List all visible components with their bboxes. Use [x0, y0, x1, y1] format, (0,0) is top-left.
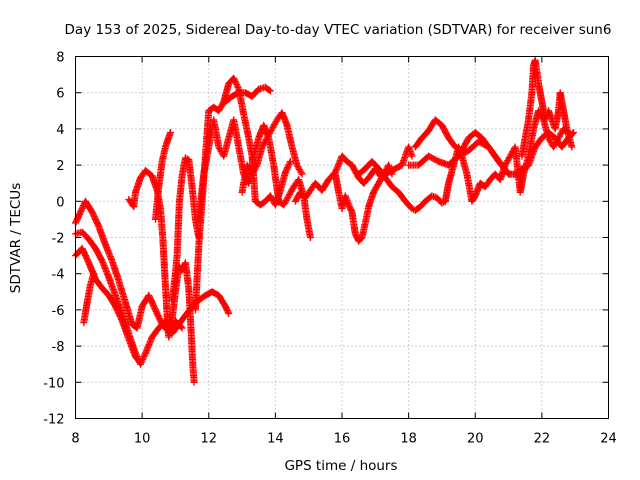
series-track-6	[152, 129, 174, 223]
y-tick-label: 0	[56, 195, 64, 210]
x-tick-label: 10	[134, 432, 151, 447]
x-tick-label: 12	[200, 432, 217, 447]
chart-title: Day 153 of 2025, Sidereal Day-to-day VTE…	[65, 22, 612, 38]
y-tick-label: 6	[56, 87, 64, 102]
data-marker-cluster	[238, 109, 306, 196]
series-track-10	[221, 83, 274, 106]
data-marker-cluster	[125, 167, 198, 386]
y-axis-label: SDTVAR / TECUs	[8, 183, 24, 293]
data-marker-cluster	[518, 56, 576, 160]
y-tick-label: -10	[43, 376, 64, 391]
x-tick-label: 24	[600, 432, 617, 447]
data-marker-cluster	[221, 83, 274, 106]
y-tick-label: 2	[56, 159, 64, 174]
x-tick-label: 8	[71, 432, 79, 447]
y-tick-label: 4	[56, 123, 64, 138]
x-tick-label: 14	[267, 432, 284, 447]
data-marker-cluster	[441, 107, 572, 205]
series-track-17	[441, 107, 572, 205]
x-axis-label: GPS time / hours	[284, 458, 397, 474]
x-tick-label: 22	[534, 432, 551, 447]
data-marker-cluster	[80, 270, 98, 327]
series-track-11	[238, 109, 306, 196]
y-tick-label: -8	[52, 340, 65, 355]
x-tick-label: 18	[400, 432, 417, 447]
data-marker-cluster	[355, 158, 449, 214]
data-marker-cluster	[168, 154, 203, 305]
data-marker-cluster	[152, 129, 174, 223]
series-track-5	[125, 167, 198, 386]
x-tick-label: 16	[334, 432, 351, 447]
y-tick-label: -12	[43, 413, 64, 428]
series-track-4	[80, 270, 98, 327]
x-tick-label: 20	[467, 432, 484, 447]
y-tick-label: 8	[56, 51, 64, 66]
series-track-14	[355, 158, 449, 214]
series-track-18	[518, 56, 576, 160]
y-tick-label: -2	[52, 232, 65, 247]
y-tick-label: -4	[52, 268, 65, 283]
series-track-7	[168, 154, 203, 305]
y-tick-label: -6	[52, 304, 65, 319]
